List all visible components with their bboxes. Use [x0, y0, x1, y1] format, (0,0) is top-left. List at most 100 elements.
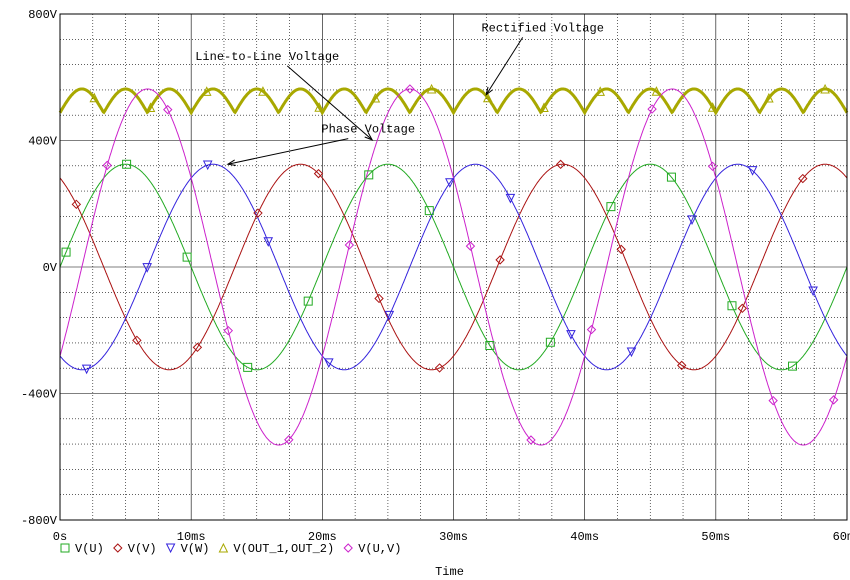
series-marker [145, 102, 156, 112]
series-marker [485, 341, 495, 351]
series-marker [566, 330, 576, 340]
x-tick-label: 10ms [177, 530, 206, 544]
series-marker [218, 542, 229, 553]
series-marker [343, 543, 353, 553]
series-marker [253, 208, 263, 218]
series-marker [737, 303, 747, 314]
series-marker [71, 199, 82, 210]
series-marker [243, 362, 253, 372]
series-marker [122, 159, 132, 169]
series-line-v-u- [59, 163, 848, 371]
x-tick-label: 30ms [439, 530, 468, 544]
legend-entry: V(V) [128, 542, 157, 556]
series-marker [828, 395, 839, 405]
series-marker [595, 86, 606, 96]
series-marker [426, 83, 437, 94]
series-marker [616, 244, 626, 255]
x-tick-label: 20ms [308, 530, 337, 544]
series-line-v-out-1-out-2- [58, 87, 849, 116]
y-tick-labels: 800V 400V 0V -400V -800V [21, 8, 58, 528]
y-tick-label: -800V [21, 514, 58, 528]
x-tick-label: 50ms [701, 530, 730, 544]
series-marker [89, 92, 100, 103]
legend-entry: V(OUT_1,OUT_2) [233, 542, 334, 556]
series-marker [201, 86, 212, 96]
y-tick-label: -400V [21, 388, 58, 402]
x-tick-label: 60ms [833, 530, 850, 544]
series-marker [163, 104, 173, 115]
annotation-arrowhead [364, 132, 374, 141]
series-marker [313, 168, 324, 179]
series-marker [263, 237, 274, 247]
series-marker [60, 543, 70, 553]
series-marker [142, 263, 152, 273]
x-tick-labels: 0s 10ms 20ms 30ms 40ms 50ms 60ms [53, 530, 850, 544]
series-line-v-u-v- [59, 88, 848, 446]
series-marker [651, 86, 662, 96]
series-marker [113, 543, 123, 553]
series-marker [727, 301, 737, 311]
y-tick-label: 0V [43, 261, 58, 275]
series-marker [405, 84, 415, 94]
series-marker [314, 102, 324, 112]
plot-markers [61, 83, 839, 445]
annotation-label: Rectified Voltage [481, 21, 603, 35]
series-marker [626, 347, 637, 358]
series-marker [81, 364, 92, 375]
series-marker [102, 160, 112, 171]
series-marker [768, 395, 778, 406]
series-marker [687, 215, 697, 225]
series-marker [445, 178, 455, 188]
series-marker [505, 193, 516, 204]
annotation-arrow [227, 138, 349, 165]
series-marker [606, 202, 616, 212]
series-marker [344, 240, 355, 250]
series-marker [284, 435, 294, 445]
series-marker [666, 172, 676, 182]
series-marker [374, 293, 384, 304]
annotation-arrow [286, 65, 373, 141]
series-marker [526, 435, 536, 445]
annotation-arrow [485, 37, 524, 95]
series-marker [764, 92, 774, 103]
series-marker [61, 247, 71, 257]
series-marker [555, 159, 566, 170]
series-marker [545, 337, 555, 347]
series-marker [323, 358, 334, 368]
annotation-arrowhead [226, 159, 236, 166]
series-marker [707, 102, 718, 112]
annotation-label: Phase Voltage [321, 123, 415, 137]
series-marker [192, 342, 203, 353]
series-marker [539, 102, 549, 112]
plot-curves [58, 87, 849, 446]
x-tick-label: 40ms [570, 530, 599, 544]
legend-entry: V(U) [75, 542, 104, 556]
series-marker [747, 166, 758, 176]
x-axis-label: Time [435, 565, 464, 579]
series-marker [808, 286, 818, 297]
plot-grid [60, 14, 847, 520]
series-marker [495, 255, 505, 265]
annotations: Rectified Voltage Line-to-Line Voltage Pha… [195, 21, 604, 166]
legend-entry: V(W) [181, 542, 210, 556]
y-tick-label: 400V [28, 135, 58, 149]
series-marker [647, 104, 657, 114]
series-marker [434, 363, 445, 373]
series-marker [364, 170, 374, 180]
series-marker [465, 241, 476, 251]
series-marker [424, 206, 434, 216]
series-marker [132, 335, 142, 346]
annotation-arrowhead [485, 86, 493, 96]
series-marker [223, 325, 234, 336]
legend-entry: V(U,V) [358, 542, 401, 556]
x-tick-label: 0s [53, 530, 67, 544]
annotation-label: Line-to-Line Voltage [195, 50, 339, 64]
series-marker [258, 86, 268, 96]
y-tick-label: 800V [28, 8, 58, 22]
series-marker [202, 160, 213, 171]
series-marker [820, 83, 830, 94]
series-marker [482, 92, 493, 103]
series-marker [798, 173, 808, 184]
series-marker [370, 92, 381, 103]
